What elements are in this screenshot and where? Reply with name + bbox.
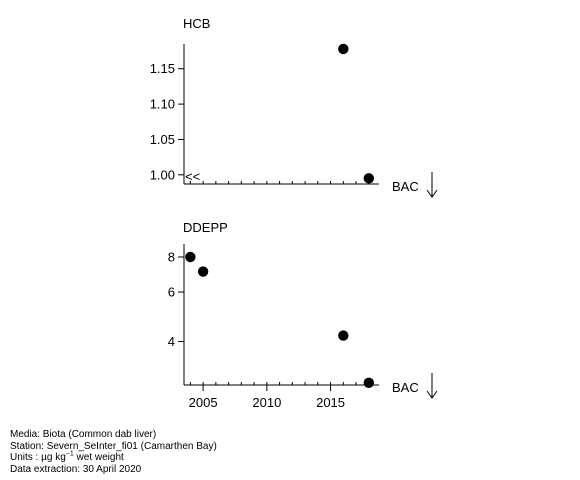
footer-units-suffix: wet weight: [73, 452, 124, 463]
ddepp-reference-label: BAC: [392, 380, 419, 395]
hcb-data-point: [363, 173, 375, 184]
hcb-reference-arrow-head: [426, 189, 438, 198]
ddepp-y-tick-label: 4: [168, 334, 175, 349]
ddepp-y-tick-label: 8: [168, 249, 175, 264]
hcb-y-tick-label: 1.10: [150, 97, 175, 112]
hcb-y-tick-label: 1.00: [150, 167, 175, 182]
hcb-data-point: [338, 43, 349, 55]
footer-units-exponent: −1: [65, 450, 74, 458]
ddepp-y-tick-label: 6: [168, 285, 175, 300]
chart-footer: Media: Biota (Common dab liver) Station:…: [10, 429, 217, 475]
footer-extraction: Data extraction: 30 April 2020: [10, 463, 142, 475]
hcb-censored-marker: <<: [185, 169, 200, 184]
ddepp-reference-arrow-head: [426, 390, 438, 399]
footer-media: Media: Biota (Common dab liver): [10, 429, 157, 440]
ddepp-data-point: [197, 266, 209, 277]
hcb-y-tick-label: 1.05: [150, 132, 175, 147]
ddepp-x-tick-label: 2005: [189, 395, 218, 410]
footer-station: Station: Severn_SeInter_fi01 (Camarthen …: [10, 440, 217, 452]
hcb-reference-label: BAC: [392, 179, 419, 194]
hcb-y-tick-label: 1.15: [150, 61, 175, 76]
footer-units: Units : µg kg−1 wet weight: [10, 450, 217, 464]
ddepp-x-tick-label: 2015: [316, 395, 345, 410]
ddepp-x-tick-label: 2010: [252, 395, 281, 410]
footer-units-prefix: Units : µg kg: [10, 452, 66, 463]
ddepp-data-point: [185, 251, 196, 263]
ddepp-data-point: [338, 330, 349, 341]
ddepp-title: DDEPP: [183, 220, 228, 235]
hcb-title: HCB: [183, 16, 210, 31]
ddepp-data-point: [363, 377, 375, 389]
